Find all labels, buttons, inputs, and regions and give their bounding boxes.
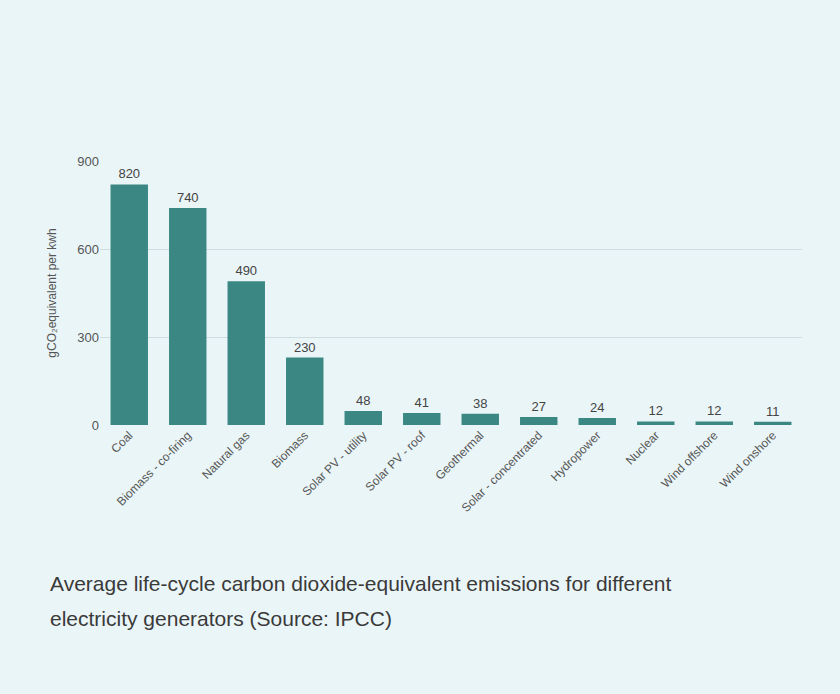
svg-text:Wind onshore: Wind onshore bbox=[717, 428, 779, 490]
svg-text:12: 12 bbox=[649, 403, 663, 418]
svg-text:41: 41 bbox=[415, 395, 429, 410]
svg-text:Natural gas: Natural gas bbox=[199, 428, 252, 481]
svg-text:Solar PV - roof: Solar PV - roof bbox=[363, 428, 429, 494]
svg-text:Hydropower: Hydropower bbox=[548, 428, 604, 484]
svg-text:Nuclear: Nuclear bbox=[623, 428, 662, 467]
svg-text:Solar - concentrated: Solar - concentrated bbox=[459, 428, 545, 514]
svg-text:11: 11 bbox=[766, 404, 780, 419]
html-text:Average life-cycle carbon diox: Average life-cycle carbon dioxide-equiva… bbox=[50, 572, 672, 630]
svg-text:Geothermal: Geothermal bbox=[432, 428, 486, 482]
svg-text:38: 38 bbox=[473, 396, 487, 411]
svg-text:Solar PV - utility: Solar PV - utility bbox=[299, 428, 369, 498]
svg-text:12: 12 bbox=[707, 403, 721, 418]
svg-text:490: 490 bbox=[235, 263, 257, 278]
svg-text:900: 900 bbox=[77, 154, 99, 169]
svg-text:Biomass: Biomass bbox=[269, 428, 311, 470]
svg-text:Coal: Coal bbox=[108, 428, 135, 455]
svg-text:48: 48 bbox=[356, 393, 370, 408]
svg-text:Wind offshore: Wind offshore bbox=[659, 428, 721, 490]
svg-text:0: 0 bbox=[92, 418, 99, 433]
svg-text:230: 230 bbox=[294, 340, 316, 355]
svg-text:Biomass - co-firing: Biomass - co-firing bbox=[114, 428, 194, 508]
svg-text:600: 600 bbox=[77, 242, 99, 257]
svg-text:24: 24 bbox=[590, 400, 604, 415]
svg-text:300: 300 bbox=[77, 330, 99, 345]
svg-text:gCO₂equivalent per kwh: gCO₂equivalent per kwh bbox=[45, 228, 59, 357]
svg-text:27: 27 bbox=[532, 399, 546, 414]
svg-text:740: 740 bbox=[177, 190, 199, 205]
svg-text:820: 820 bbox=[118, 166, 140, 181]
